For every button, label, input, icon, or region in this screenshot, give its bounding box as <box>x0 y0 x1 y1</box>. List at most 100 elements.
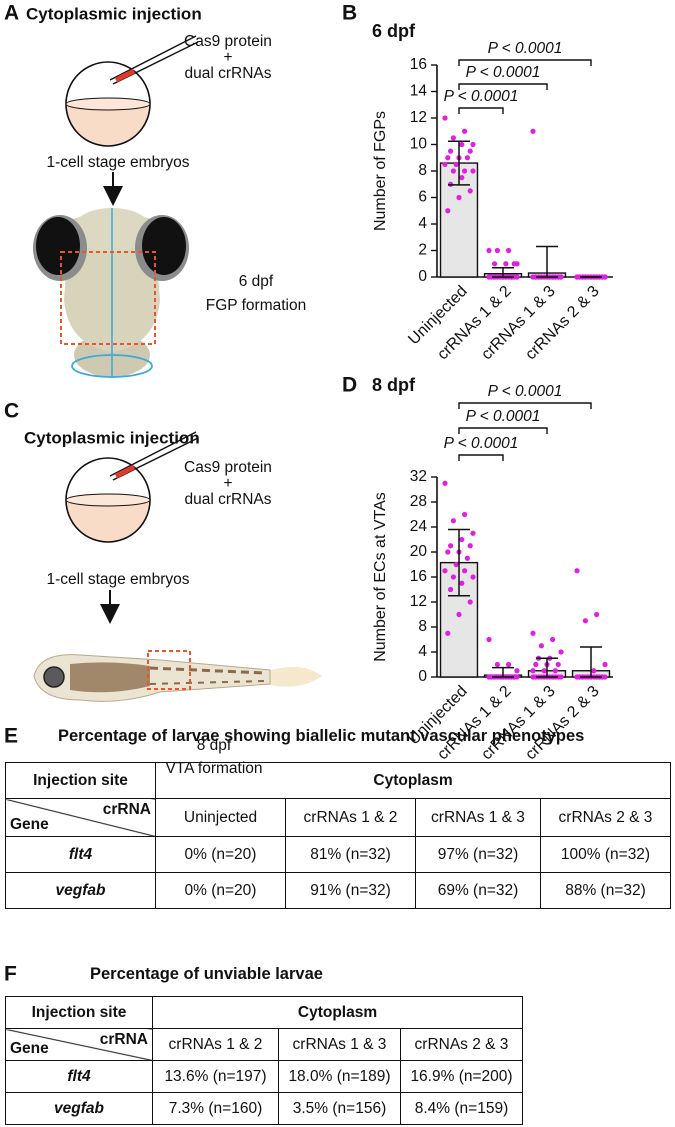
timepoint-text: 6 dpf <box>239 273 274 290</box>
column-header: crRNAs 1 & 3 <box>415 798 541 837</box>
p-value-label: P < 0.0001 <box>488 40 563 57</box>
significance-bracket <box>458 402 592 409</box>
value-cell: 91% (n=32) <box>285 872 416 909</box>
error-bar <box>448 528 470 597</box>
chart-title: 8 dpf <box>372 375 416 395</box>
panel-letter: D <box>342 374 357 397</box>
data-point <box>530 630 536 636</box>
value-cell: 100% (n=32) <box>540 836 671 873</box>
data-point <box>459 536 465 543</box>
data-point <box>448 148 454 154</box>
panel-letter: B <box>342 2 357 25</box>
data-point <box>511 261 517 267</box>
data-point <box>470 574 476 580</box>
error-bar <box>492 666 514 678</box>
data-point <box>506 247 512 254</box>
data-point <box>486 247 492 254</box>
y-tick-label: 10 <box>410 136 428 153</box>
header-cell: Injection site <box>5 996 153 1029</box>
data-point <box>470 141 476 148</box>
value-cell: 0% (n=20) <box>155 836 286 873</box>
bar-chart: 8 dpf Number of ECs at VTAs 0 4 8 12 16 20 24 28 3… <box>372 375 613 763</box>
table-row: vegfab 0% (n=20) 91% (n=32) 69% (n=32) 88% (… <box>5 872 671 909</box>
schematic-title: Cytoplasmic injection <box>26 4 202 23</box>
data-point <box>602 661 608 668</box>
value-cell: 7.3% (n=160) <box>152 1092 279 1125</box>
y-tick-label: 24 <box>410 518 428 535</box>
gene-cell: flt4 <box>5 1060 153 1093</box>
column-header: Uninjected <box>155 798 286 837</box>
reagent-text: Cas9 protein <box>184 33 272 50</box>
data-point <box>503 261 509 267</box>
table-row: vegfab 7.3% (n=160) 3.5% (n=156) 8.4% (n=15… <box>5 1092 523 1125</box>
data-point <box>538 643 545 649</box>
data-point <box>550 636 556 643</box>
chart-title: 6 dpf <box>372 21 416 41</box>
data-point <box>445 208 451 214</box>
data-point <box>462 128 468 134</box>
data-point <box>494 247 500 254</box>
data-point <box>541 668 547 674</box>
corner-gene: Gene <box>10 816 49 833</box>
p-value-label: P < 0.0001 <box>444 88 519 105</box>
table-row: Injection site Cytoplasm <box>5 762 671 799</box>
value-cell: 88% (n=32) <box>540 872 671 909</box>
data-point <box>445 549 451 555</box>
stage-text: 1-cell stage embryos <box>46 154 189 171</box>
column-header: crRNAs 1 & 2 <box>285 798 416 837</box>
p-value-label: P < 0.0001 <box>444 435 519 452</box>
significance-bracket <box>458 427 548 434</box>
data-table: Injection site Cytoplasm Gene crRNA crRNAs 1… <box>5 996 523 1125</box>
data-point <box>442 161 448 167</box>
error-bar <box>580 646 602 678</box>
reagent-text: + <box>223 49 232 66</box>
data-point <box>464 555 470 561</box>
y-tick-label: 14 <box>410 83 428 100</box>
data-point <box>594 611 600 618</box>
timepoint-text: 8 dpf <box>197 737 232 754</box>
reagent-text: Cas9 protein <box>184 459 272 476</box>
header-cell: Cytoplasm <box>152 996 523 1029</box>
column-header: crRNAs 1 & 3 <box>278 1028 401 1061</box>
schematic-c: Cytoplasmic injection Cas9 protein + dua… <box>24 428 322 777</box>
data-point <box>453 561 459 568</box>
table-row: Injection site Cytoplasm <box>5 996 523 1029</box>
data-point <box>456 611 462 618</box>
data-point <box>574 568 580 574</box>
header-cell: Injection site <box>5 762 156 799</box>
data-point <box>456 194 462 201</box>
error-bar <box>492 266 514 278</box>
panel-letter: A <box>4 2 19 25</box>
gene-cell: vegfab <box>5 872 156 909</box>
y-tick-label: 12 <box>410 109 427 126</box>
corner-cell: Gene crRNA <box>5 1028 153 1061</box>
data-point <box>591 668 597 674</box>
data-point <box>577 274 583 280</box>
data-point <box>445 155 451 161</box>
schematic-title: Cytoplasmic injection <box>24 428 200 447</box>
data-point <box>470 168 476 174</box>
data-point <box>448 543 454 549</box>
y-axis-label: Number of FGPs <box>372 111 389 231</box>
value-cell: 16.9% (n=200) <box>400 1060 523 1093</box>
table-row: Gene crRNA Uninjected crRNAs 1 & 2 crRNAs 1 … <box>5 798 671 837</box>
data-point <box>462 511 468 518</box>
data-point <box>462 568 468 574</box>
data-point <box>552 668 559 674</box>
data-table: Injection site Cytoplasm Gene crRNA Uninject… <box>5 762 671 909</box>
panel-letter: C <box>4 400 19 423</box>
p-value-label: P < 0.0001 <box>466 64 541 81</box>
data-point <box>442 480 448 486</box>
reagent-text: dual crRNAs <box>185 65 272 82</box>
data-point <box>489 274 495 280</box>
corner-crrna: crRNA <box>99 1031 148 1048</box>
y-axis-label: Number of ECs at VTAs <box>372 492 389 662</box>
data-point <box>492 261 498 267</box>
column-header: crRNAs 1 & 2 <box>152 1028 279 1061</box>
data-point <box>514 668 520 674</box>
value-cell: 81% (n=32) <box>285 836 416 873</box>
y-tick-label: 0 <box>418 268 427 285</box>
y-tick-label: 32 <box>410 468 427 485</box>
data-point <box>442 115 448 121</box>
